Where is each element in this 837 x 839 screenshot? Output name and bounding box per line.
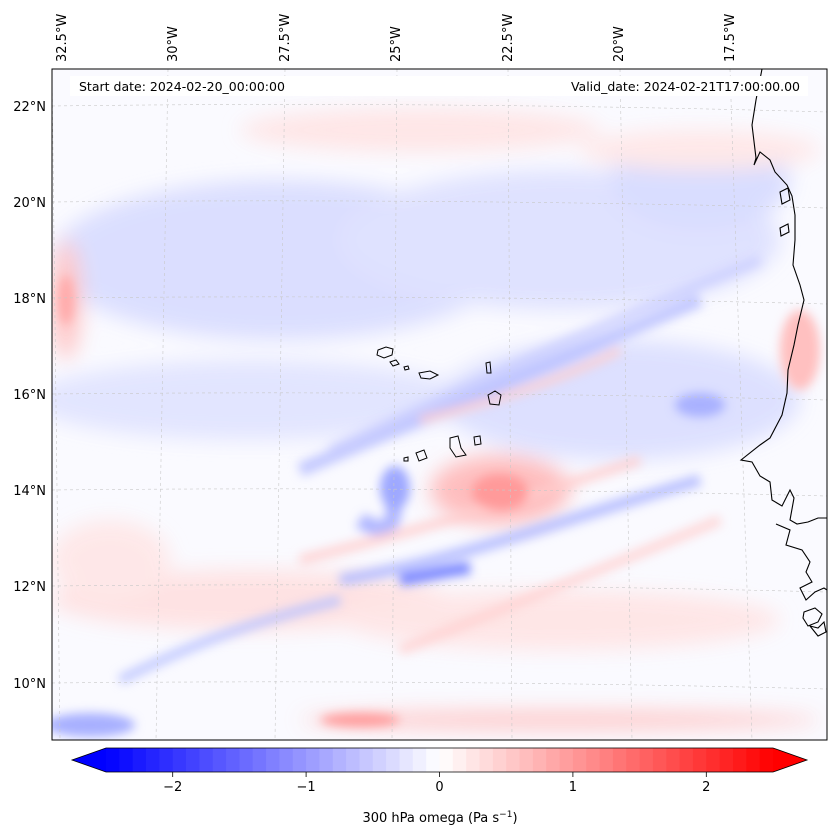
latitude-labels: 22°N 20°N 18°N 16°N 14°N 12°N 10°N xyxy=(13,100,46,692)
colorbar-band xyxy=(666,748,681,772)
longitude-labels: 32.5°W 30°W 27.5°W 25°W 22.5°W 20°W 17.5… xyxy=(55,14,738,62)
colorbar-band xyxy=(746,748,761,772)
colorbar-band xyxy=(279,748,294,772)
colorbar-band xyxy=(519,748,534,772)
lon-label: 20°W xyxy=(612,26,627,62)
colorbar-band xyxy=(439,748,454,772)
colorbar-band xyxy=(319,748,334,772)
colorbar-band xyxy=(732,748,747,772)
lon-label: 25°W xyxy=(389,26,404,62)
colorbar-band xyxy=(346,748,361,772)
lat-label: 14°N xyxy=(13,484,46,499)
colorbar-band xyxy=(292,748,307,772)
colorbar-band xyxy=(466,748,481,772)
colorbar-band xyxy=(359,748,374,772)
colorbar-band xyxy=(399,748,414,772)
colorbar-band xyxy=(172,748,187,772)
colorbar-band xyxy=(119,748,134,772)
lat-label: 20°N xyxy=(13,196,46,211)
colorbar-band xyxy=(226,748,240,772)
lon-label: 27.5°W xyxy=(278,14,293,62)
colorbar-label: 300 hPa omega (Pa s−1) xyxy=(362,810,517,826)
colorbar-band xyxy=(626,748,641,772)
colorbar-band xyxy=(146,748,160,772)
colorbar-band xyxy=(106,748,120,772)
colorbar-band xyxy=(239,748,254,772)
colorbar-band xyxy=(212,748,227,772)
colorbar-band xyxy=(306,748,321,772)
map-panel xyxy=(51,68,828,741)
lat-label: 16°N xyxy=(13,388,46,403)
colorbar-bands xyxy=(106,748,774,772)
colorbar-tick-label: 2 xyxy=(702,780,710,795)
colorbar-band xyxy=(559,748,574,772)
colorbar-band xyxy=(506,748,521,772)
colorbar-band xyxy=(492,748,507,772)
colorbar-ticks: −2 −1 0 1 2 xyxy=(163,772,710,795)
colorbar-band xyxy=(639,748,654,772)
colorbar-band xyxy=(706,748,721,772)
colorbar-band xyxy=(679,748,694,772)
lat-label: 22°N xyxy=(13,100,46,115)
colorbar-band xyxy=(266,748,281,772)
colorbar-band xyxy=(759,748,774,772)
start-date-text: Start date: 2024-02-20_00:00:00 xyxy=(79,79,285,94)
colorbar-band xyxy=(252,748,267,772)
lon-label: 32.5°W xyxy=(55,14,70,62)
colorbar-band xyxy=(612,748,627,772)
lon-label: 22.5°W xyxy=(501,14,516,62)
lat-label: 12°N xyxy=(13,580,46,595)
lon-label: 17.5°W xyxy=(723,14,738,62)
cape-verde-islands xyxy=(376,346,502,462)
lon-label: 30°W xyxy=(166,26,181,62)
colorbar-band xyxy=(372,748,387,772)
colorbar-band xyxy=(412,748,427,772)
colorbar-band xyxy=(719,748,734,772)
colorbar-band xyxy=(332,748,347,772)
colorbar-extend-low xyxy=(72,748,106,772)
lat-label: 10°N xyxy=(13,677,46,692)
colorbar-band xyxy=(546,748,561,772)
colorbar-band xyxy=(652,748,667,772)
africa-coastline xyxy=(739,68,828,637)
colorbar-band xyxy=(572,748,587,772)
gridlines xyxy=(52,69,827,740)
colorbar-band xyxy=(132,748,147,772)
map-frame xyxy=(51,68,828,741)
colorbar-band xyxy=(386,748,401,772)
colorbar-extend-high xyxy=(773,748,807,772)
valid-date-text: Valid_date: 2024-02-21T17:00:00.00 xyxy=(571,79,800,94)
colorbar-outline xyxy=(70,747,809,773)
colorbar-tick-label: −1 xyxy=(297,780,316,795)
colorbar-tick-label: 1 xyxy=(569,780,577,795)
colorbar-band xyxy=(186,748,200,772)
date-header-box xyxy=(70,76,808,96)
colorbar-band xyxy=(479,748,494,772)
colorbar-band xyxy=(692,748,707,772)
colorbar-band xyxy=(159,748,174,772)
colorbar-band xyxy=(199,748,214,772)
date-header: Start date: 2024-02-20_00:00:00 Valid_da… xyxy=(70,76,808,96)
colorbar: −2 −1 0 1 2 300 hPa omega (Pa s−1) xyxy=(70,747,809,826)
colorbar-band xyxy=(532,748,547,772)
colorbar-tick-label: −2 xyxy=(163,780,182,795)
colorbar-tick-label: 0 xyxy=(435,780,443,795)
lat-label: 18°N xyxy=(13,292,46,307)
colorbar-band xyxy=(452,748,467,772)
colorbar-band xyxy=(599,748,614,772)
colorbar-band xyxy=(586,748,601,772)
colorbar-band xyxy=(426,748,441,772)
